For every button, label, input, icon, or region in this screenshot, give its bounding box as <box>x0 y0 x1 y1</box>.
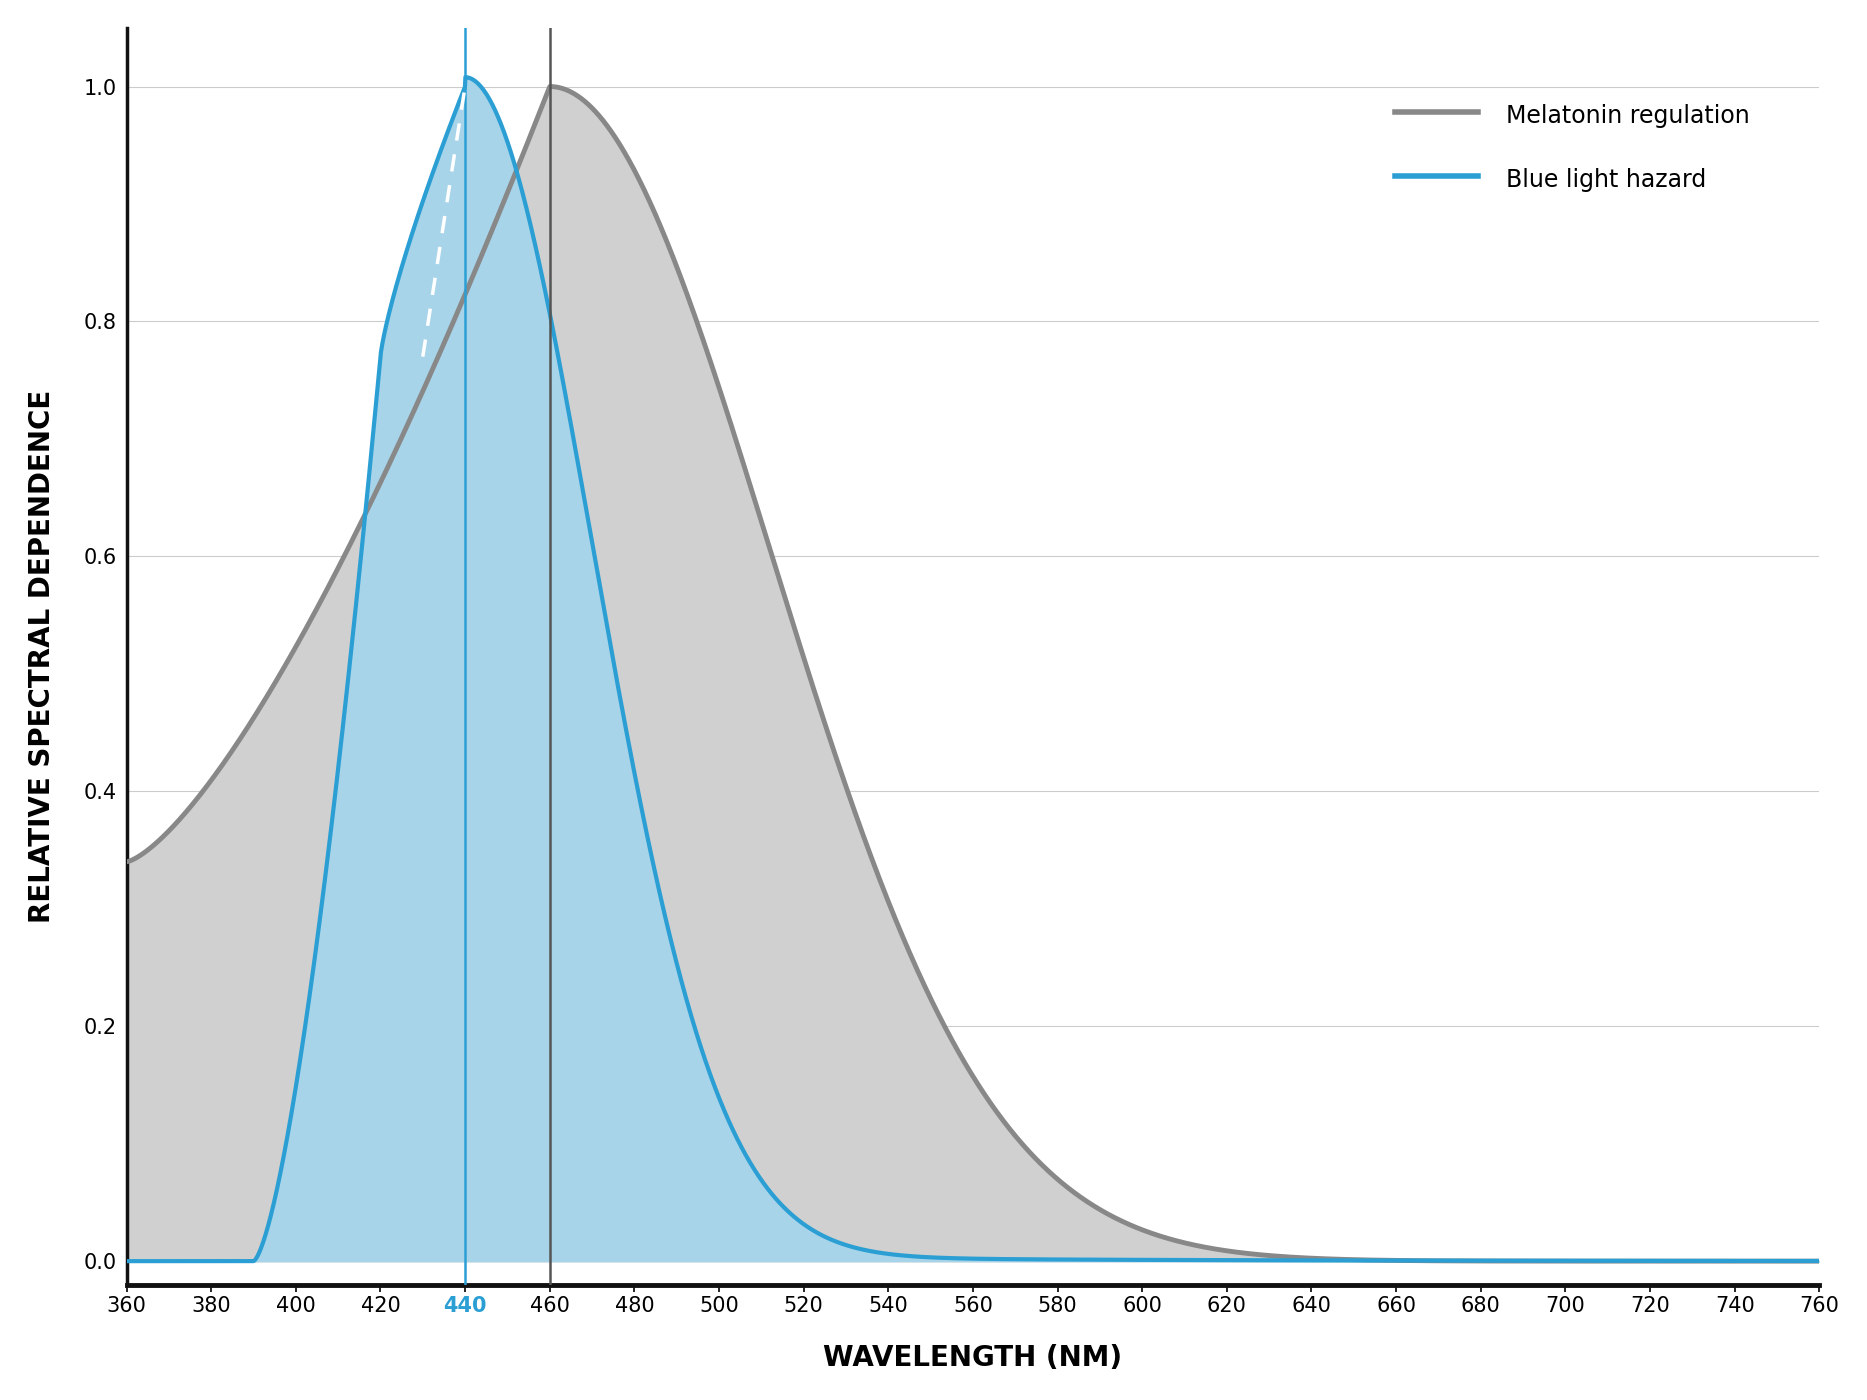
Y-axis label: RELATIVE SPECTRAL DEPENDENCE: RELATIVE SPECTRAL DEPENDENCE <box>28 389 56 923</box>
X-axis label: WAVELENGTH (NM): WAVELENGTH (NM) <box>823 1344 1122 1372</box>
Legend: Melatonin regulation, Blue light hazard: Melatonin regulation, Blue light hazard <box>1372 77 1774 217</box>
